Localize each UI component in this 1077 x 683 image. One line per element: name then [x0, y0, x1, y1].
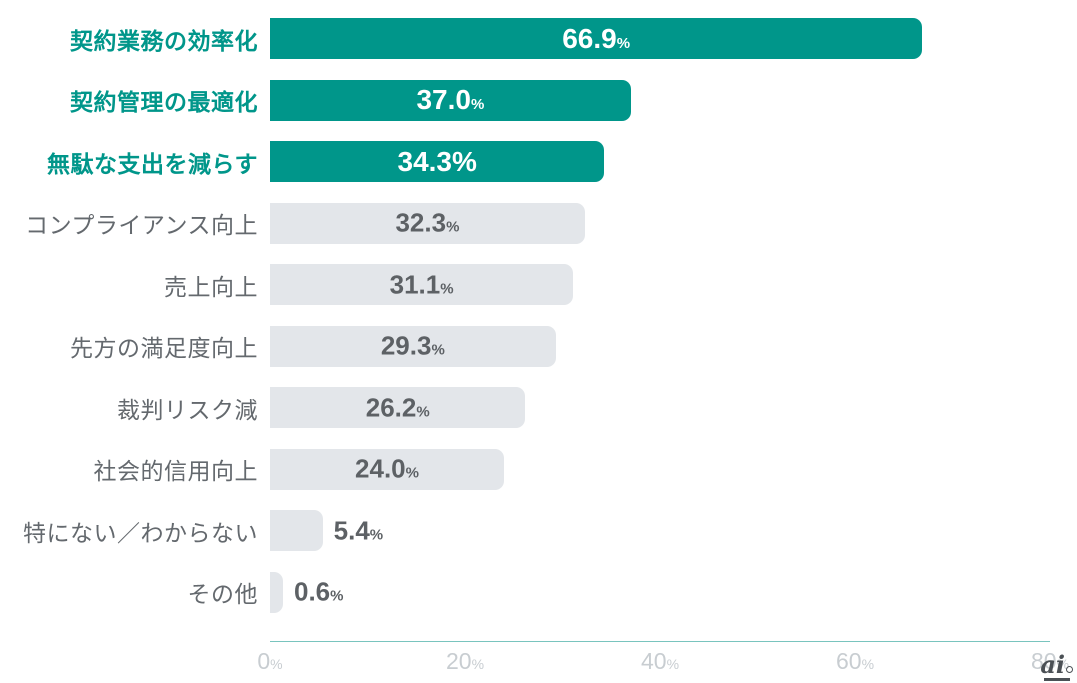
bar-row: コンプライアンス向上 32.3%	[0, 202, 1077, 244]
bar-row: 社会的信用向上 24.0%	[0, 448, 1077, 490]
bar-track: 24.0%	[270, 448, 1050, 490]
bar-category-label: 契約管理の最適化	[70, 89, 258, 115]
bar-value-unit: %	[431, 341, 445, 359]
x-axis-ticks: 0% 20% 40% 60% 80%	[257, 648, 1069, 678]
bar-track: 26.2%	[270, 387, 1050, 428]
bar	[270, 141, 605, 182]
bar-category-label: その他	[187, 581, 258, 607]
watermark-ring-icon	[1066, 666, 1073, 673]
bar-value-number: 32.3	[395, 207, 447, 238]
bar-value-number: 66.9	[562, 22, 617, 54]
bar-value-number: 29.3	[380, 330, 432, 361]
bar-value: 34.3%	[398, 146, 477, 178]
bar-track: 32.3%	[270, 202, 1050, 244]
bar-track: 5.4%	[270, 510, 1050, 551]
bar-value: 66.9%	[562, 23, 630, 55]
bar-value-number: 24.0	[355, 453, 406, 484]
bar	[270, 264, 574, 305]
bar	[270, 387, 526, 428]
bar-category-label: 先方の満足度向上	[70, 335, 258, 361]
bar-category-label: 売上向上	[164, 273, 258, 300]
bar	[270, 79, 631, 121]
x-axis-line	[270, 641, 1050, 642]
bar-value: 37.0%	[416, 84, 484, 116]
x-axis-tick-label: 60%	[835, 648, 875, 674]
watermark-text: ai	[1040, 650, 1065, 679]
bar-value-unit: %	[446, 218, 460, 236]
bar	[270, 325, 556, 367]
bar-value-number: 34.3	[397, 145, 453, 177]
x-axis-tick-label: 20%	[445, 648, 485, 674]
bar-value-unit: %	[470, 96, 485, 113]
bar-value-number: 26.2	[365, 392, 417, 422]
bar-category-label: 無駄な支出を減らす	[46, 150, 258, 177]
bar-track: 66.9%	[270, 18, 1050, 59]
bar-row: 裁判リスク減 26.2%	[0, 387, 1077, 428]
bar-value-unit: %	[616, 34, 631, 52]
bar-row: 特にない／わからない 5.4%	[0, 510, 1077, 551]
bar-row: その他 0.6%	[0, 571, 1077, 613]
bar-value-unit: %	[369, 526, 384, 543]
bar-value: 24.0%	[355, 454, 419, 485]
bar-category-label: 社会的信用向上	[93, 458, 258, 484]
bar-row: 契約業務の効率化 66.9%	[0, 18, 1077, 59]
bar-track: 0.6%	[270, 571, 1050, 613]
bar-rows: 契約業務の効率化 66.9% 契約管理の最適化 37.0% 無駄な支出を減らす …	[0, 18, 1077, 613]
bar-category-label: 裁判リスク減	[117, 396, 258, 423]
bar-track: 37.0%	[270, 79, 1050, 121]
bar-category-label: コンプライアンス向上	[25, 212, 258, 238]
bar	[270, 18, 923, 59]
bar-row: 無駄な支出を減らす 34.3%	[0, 141, 1077, 182]
bar	[270, 448, 504, 490]
bar-value-unit: %	[440, 280, 454, 297]
bar-row: 契約管理の最適化 37.0%	[0, 79, 1077, 121]
bar-value: 0.6%	[294, 577, 344, 608]
bar	[270, 510, 323, 551]
bar-value: 29.3%	[381, 331, 445, 362]
bar-row: 売上向上 31.1%	[0, 264, 1077, 305]
bar-row: 先方の満足度向上 29.3%	[0, 325, 1077, 367]
x-axis-tick-label: 40%	[640, 648, 680, 674]
bar-value-unit: %	[405, 464, 419, 482]
bar-value: 26.2%	[366, 392, 430, 423]
bar-value: 5.4%	[334, 515, 384, 546]
bar-value-number: 31.1	[389, 269, 441, 299]
bar-track: 31.1%	[270, 264, 1050, 305]
bar-value-unit: %	[416, 403, 430, 420]
bar-value-number: 0.6	[294, 576, 331, 607]
bar-value: 32.3%	[395, 208, 459, 239]
bar-value: 31.1%	[390, 269, 454, 300]
bar-value-number: 37.0	[416, 84, 471, 115]
x-axis-tick-label: 0%	[257, 648, 283, 674]
bar-category-label: 特にない／わからない	[23, 519, 258, 546]
bar-track: 29.3%	[270, 325, 1050, 367]
bar-track: 34.3%	[270, 141, 1050, 182]
bar-value-unit: %	[330, 587, 344, 605]
bar-category-label: 契約業務の効率化	[70, 27, 258, 54]
bar	[270, 202, 585, 244]
bar-value-unit: %	[452, 145, 477, 177]
bar	[270, 571, 283, 613]
watermark-logo: ai	[1040, 653, 1073, 681]
x-axis-tick-label: 80%	[1030, 648, 1070, 674]
watermark-strip	[1043, 678, 1070, 681]
bar-value-number: 5.4	[333, 515, 370, 545]
